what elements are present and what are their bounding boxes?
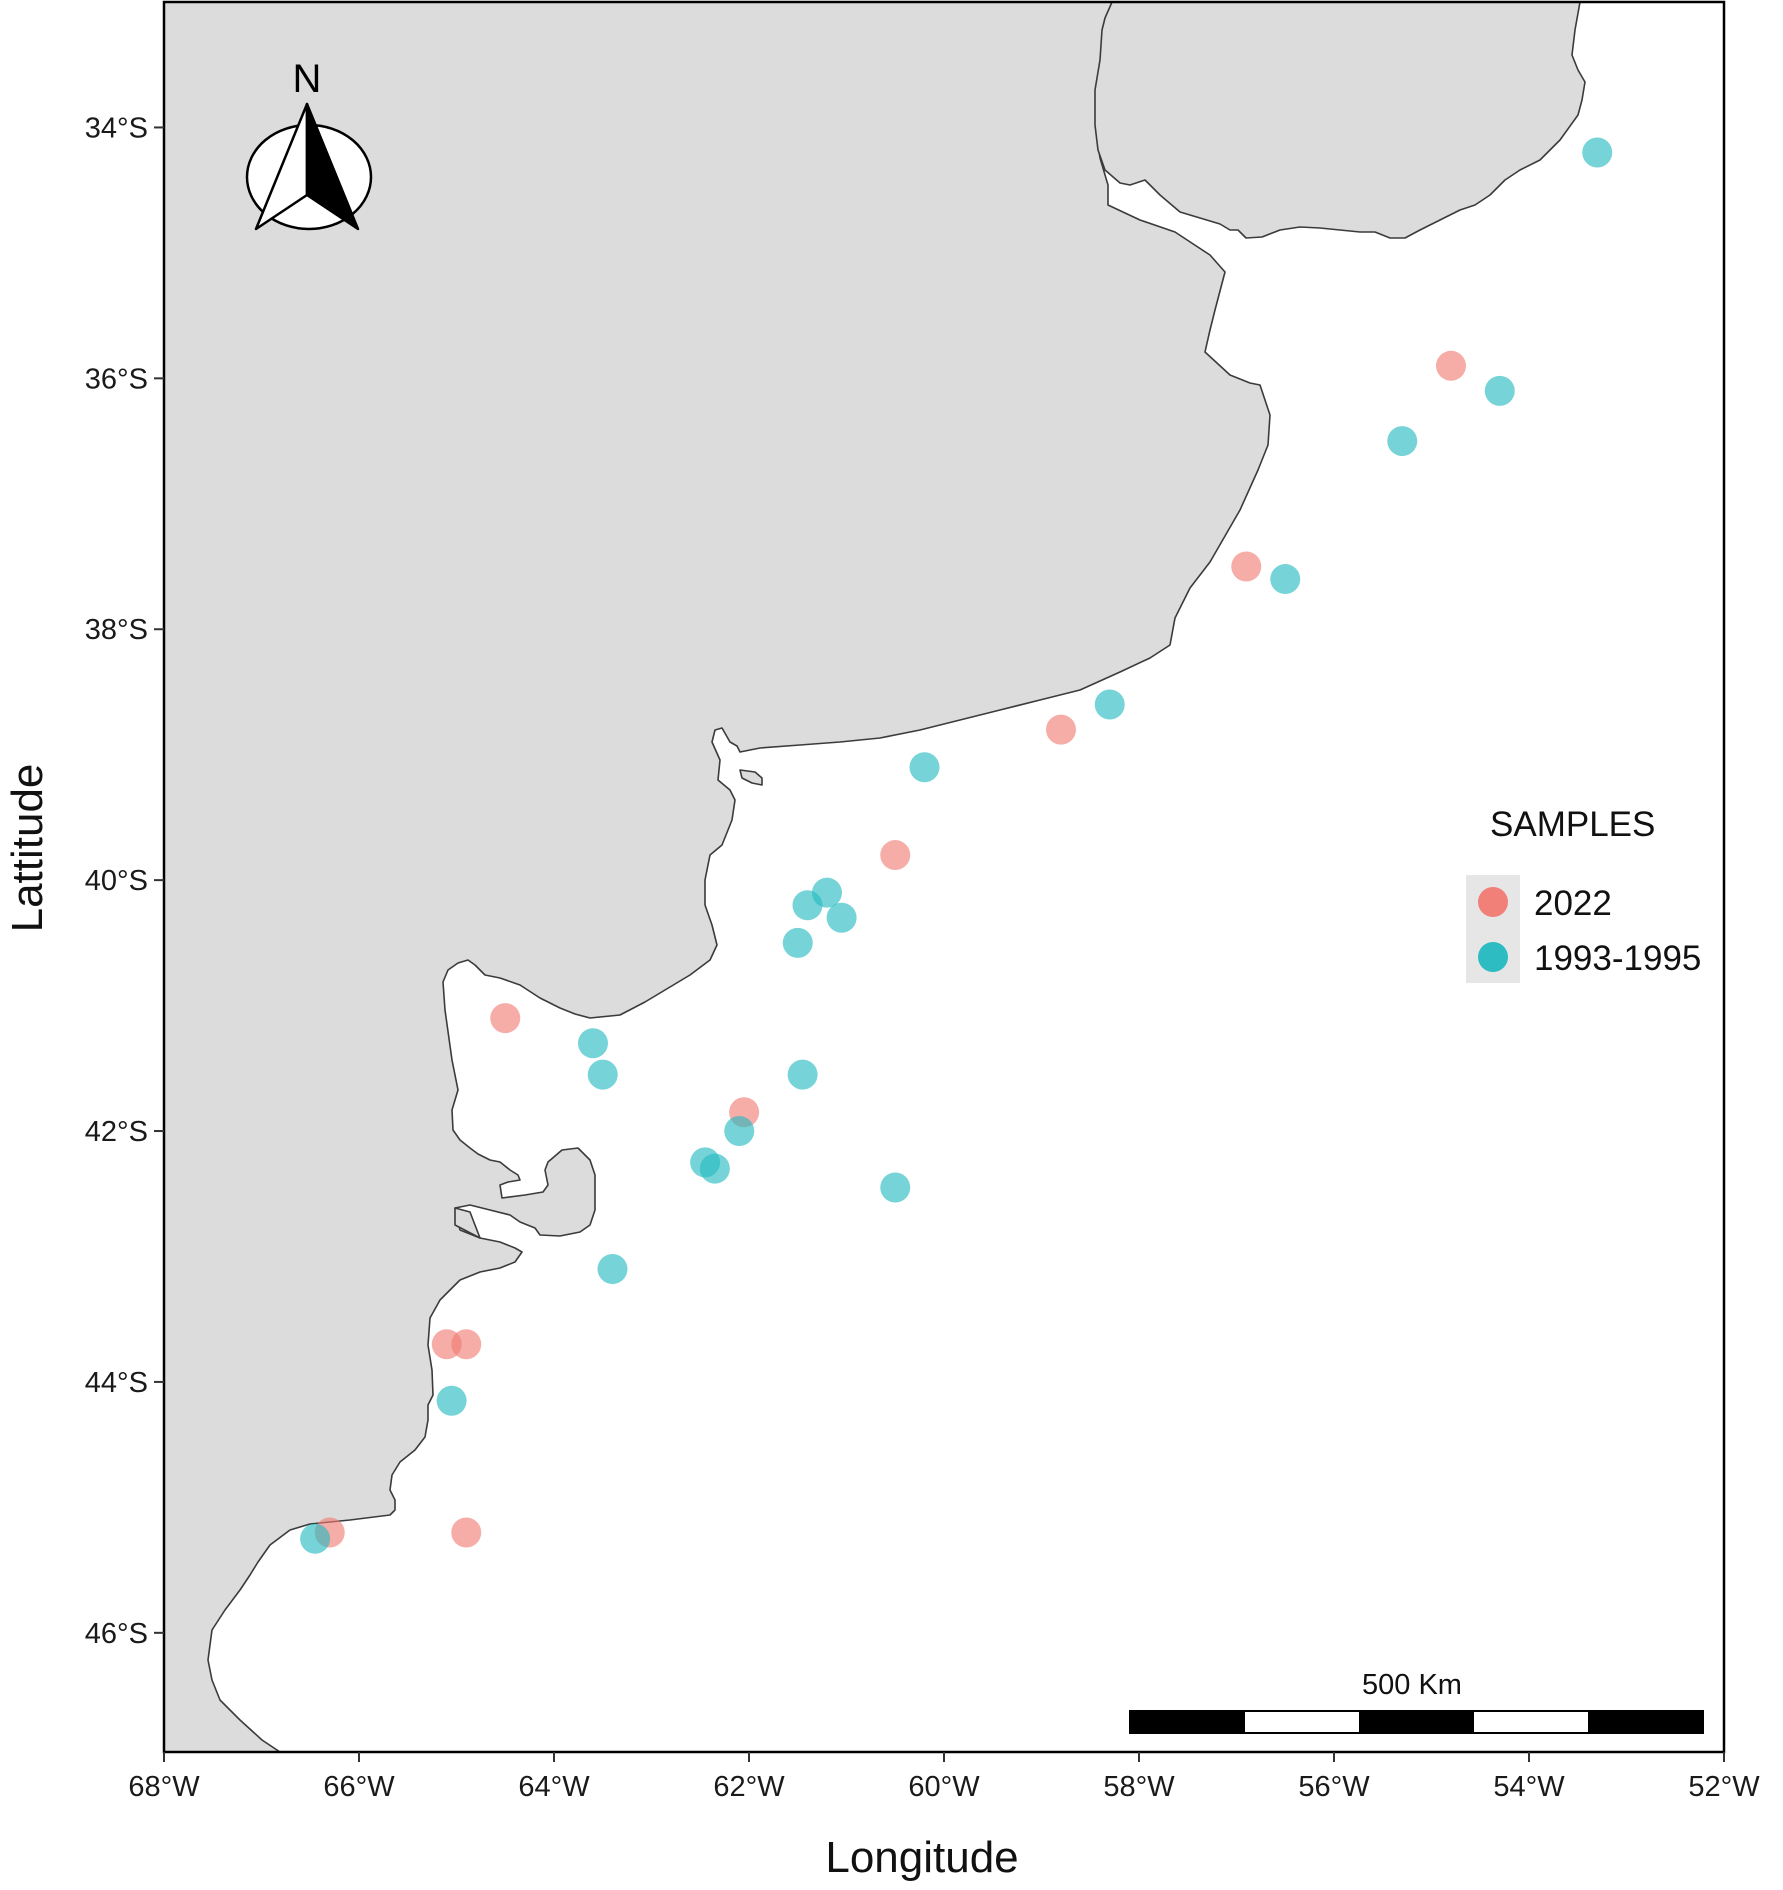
scale-bar-label: 500 Km bbox=[1362, 1669, 1462, 1701]
sample-points bbox=[300, 137, 1613, 1554]
sample-point-1993-1995 bbox=[909, 752, 940, 783]
x-tick-label: 52°W bbox=[1688, 1771, 1760, 1803]
sample-point-1993-1995 bbox=[1484, 375, 1515, 406]
sample-point-2022 bbox=[1046, 714, 1076, 745]
sample-point-1993-1995 bbox=[787, 1059, 818, 1090]
y-tick-label: 38°S bbox=[85, 614, 148, 646]
sample-point-1993-1995 bbox=[587, 1059, 618, 1090]
map-panel: N 500 Km SAMPLES 2022 1993-1995 bbox=[162, 0, 1726, 1754]
sample-point-1993-1995 bbox=[1270, 564, 1301, 595]
x-tick-label: 54°W bbox=[1493, 1771, 1565, 1803]
sample-point-1993-1995 bbox=[724, 1116, 755, 1147]
north-arrow-label: N bbox=[293, 57, 322, 101]
y-axis-title: Lattitude bbox=[3, 764, 52, 933]
x-tick-label: 60°W bbox=[908, 1771, 980, 1803]
y-axis: 34°S 36°S 38°S 40°S 42°S 44°S 46°S bbox=[85, 112, 164, 1650]
north-arrow-right-half bbox=[305, 102, 360, 231]
sample-point-2022 bbox=[1231, 551, 1262, 582]
legend-key-2022 bbox=[1478, 887, 1508, 917]
north-arrow: N bbox=[245, 57, 373, 231]
sample-point-1993-1995 bbox=[300, 1523, 331, 1554]
sample-point-1993-1995 bbox=[1387, 426, 1418, 457]
sample-point-2022 bbox=[451, 1517, 482, 1548]
sample-point-1993-1995 bbox=[436, 1385, 467, 1416]
sample-point-2022 bbox=[1436, 350, 1466, 381]
y-tick-label: 36°S bbox=[85, 363, 148, 395]
scale-bar-segment-1 bbox=[1130, 1711, 1245, 1733]
land-layer bbox=[164, 2, 1586, 1752]
sample-point-1993-1995 bbox=[597, 1254, 628, 1285]
sample-point-2022 bbox=[451, 1329, 482, 1360]
sample-point-1993-1995 bbox=[782, 927, 813, 958]
y-tick-label: 40°S bbox=[85, 865, 148, 897]
uruguay-landmass bbox=[1094, 2, 1586, 239]
sample-point-1993-1995 bbox=[699, 1153, 730, 1184]
x-tick-label: 58°W bbox=[1103, 1771, 1175, 1803]
scale-bar-segment-3 bbox=[1359, 1711, 1474, 1733]
sample-point-2022 bbox=[490, 1003, 521, 1034]
x-tick-label: 68°W bbox=[128, 1771, 200, 1803]
x-tick-label: 66°W bbox=[323, 1771, 395, 1803]
y-tick-label: 46°S bbox=[85, 1618, 148, 1650]
bahia-blanca-island bbox=[739, 769, 763, 786]
y-tick-label: 42°S bbox=[85, 1116, 148, 1148]
legend-label-1993-1995: 1993-1995 bbox=[1534, 939, 1701, 978]
sample-point-1993-1995 bbox=[826, 902, 857, 933]
sample-point-1993-1995 bbox=[1582, 137, 1613, 168]
x-axis-title: Longitude bbox=[825, 1833, 1018, 1882]
sample-point-1993-1995 bbox=[1094, 689, 1125, 720]
y-tick-label: 44°S bbox=[85, 1367, 148, 1399]
x-tick-label: 56°W bbox=[1298, 1771, 1370, 1803]
argentina-landmass bbox=[164, 2, 1271, 1752]
x-tick-label: 62°W bbox=[713, 1771, 785, 1803]
sample-point-1993-1995 bbox=[880, 1172, 911, 1203]
sample-point-1993-1995 bbox=[578, 1028, 608, 1059]
y-tick-label: 34°S bbox=[85, 112, 148, 144]
legend-label-2022: 2022 bbox=[1534, 884, 1612, 923]
scale-bar-segment-4 bbox=[1474, 1716, 1588, 1728]
scale-bar-segment-2 bbox=[1245, 1716, 1359, 1728]
sample-point-1993-1995 bbox=[812, 877, 842, 908]
legend-key-1993-1995 bbox=[1478, 942, 1508, 972]
scale-bar: 500 Km bbox=[1129, 1669, 1704, 1734]
valdes-peninsula bbox=[454, 1207, 481, 1239]
scale-bar-segment-5 bbox=[1588, 1711, 1703, 1733]
x-tick-label: 64°W bbox=[518, 1771, 590, 1803]
sample-point-2022 bbox=[880, 840, 911, 871]
x-axis: 68°W 66°W 64°W 62°W 60°W 58°W 56°W 54°W 52°W bbox=[128, 1752, 1760, 1803]
legend: SAMPLES 2022 1993-1995 bbox=[1466, 805, 1701, 983]
legend-title: SAMPLES bbox=[1490, 805, 1655, 844]
